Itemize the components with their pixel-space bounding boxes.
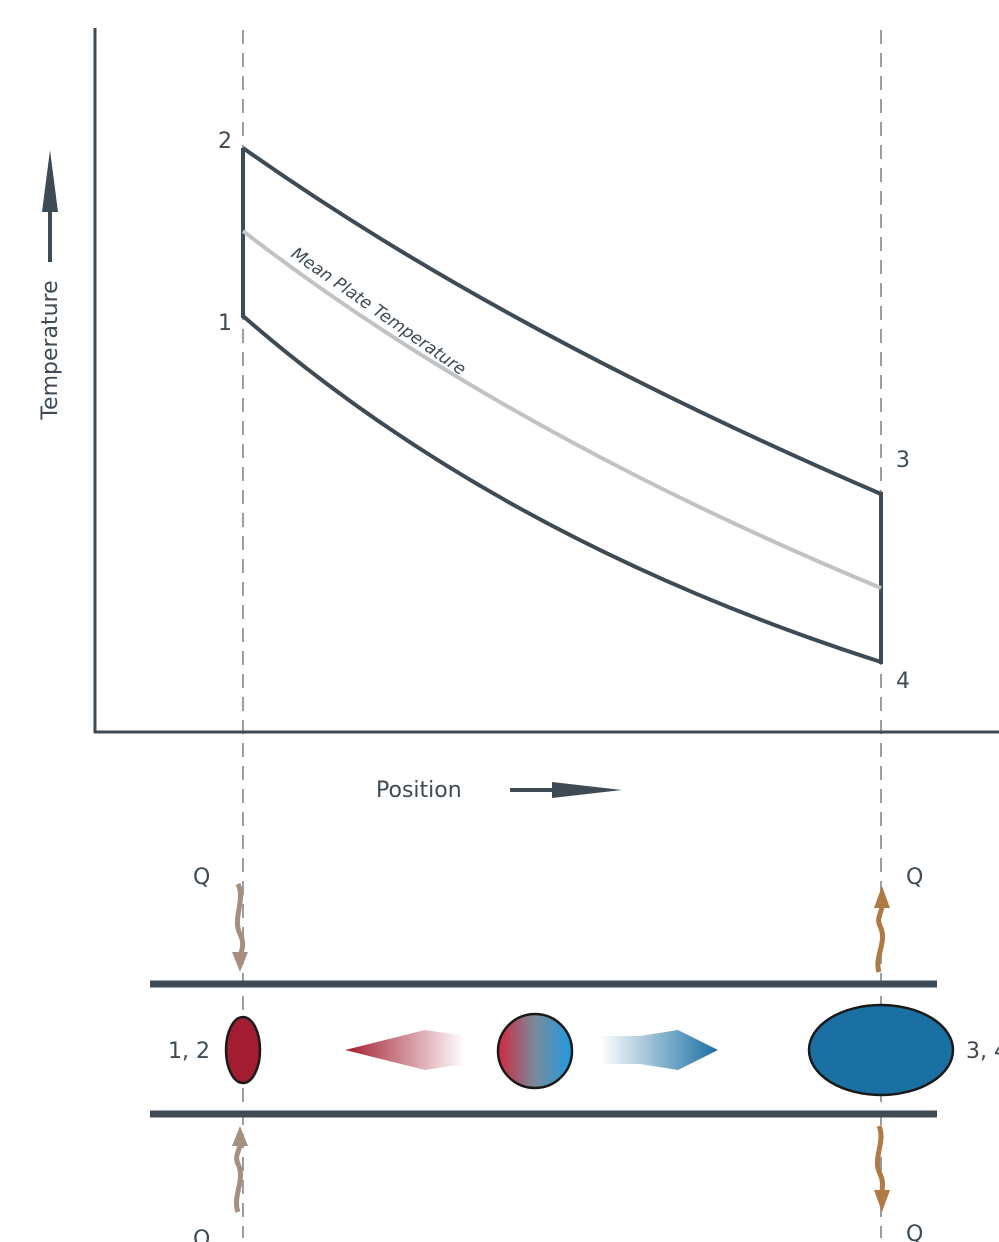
heat-label-bottom-right: Q [906,1222,923,1242]
cold-direction-arrow [600,1030,718,1070]
left-state-label: 1, 2 [168,1039,210,1064]
x-axis-label: Position [376,778,462,803]
state-point-4: 4 [896,669,910,694]
y-axis-label: Temperature [38,280,63,420]
heat-in-arrow-bottom [232,1126,248,1213]
mean-plate-temperature-curve [241,229,882,590]
mean-plate-temperature-label: Mean Plate Temperature [287,244,469,380]
heat-out-arrow-bottom [874,1125,890,1212]
x-axis-arrow [510,782,622,798]
hot-compressed-parcel [224,1015,262,1085]
heat-in-arrow-top [232,882,248,972]
lower-temperature-curve [241,314,882,664]
right-state-label: 3, 4 [966,1039,999,1064]
cold-expanded-parcel [807,1003,955,1097]
oscillating-parcel [496,1012,574,1090]
heat-label-top-right: Q [906,865,923,890]
state-point-2: 2 [218,129,232,154]
heat-out-arrow-top [874,886,890,973]
heat-label-bottom-left: Q [193,1227,210,1242]
upper-temperature-curve [241,146,882,496]
state-point-3: 3 [896,448,910,473]
hot-direction-arrow [345,1030,465,1070]
y-axis-arrow [42,150,58,262]
heat-label-top-left: Q [193,865,210,890]
state-point-1: 1 [218,311,232,336]
